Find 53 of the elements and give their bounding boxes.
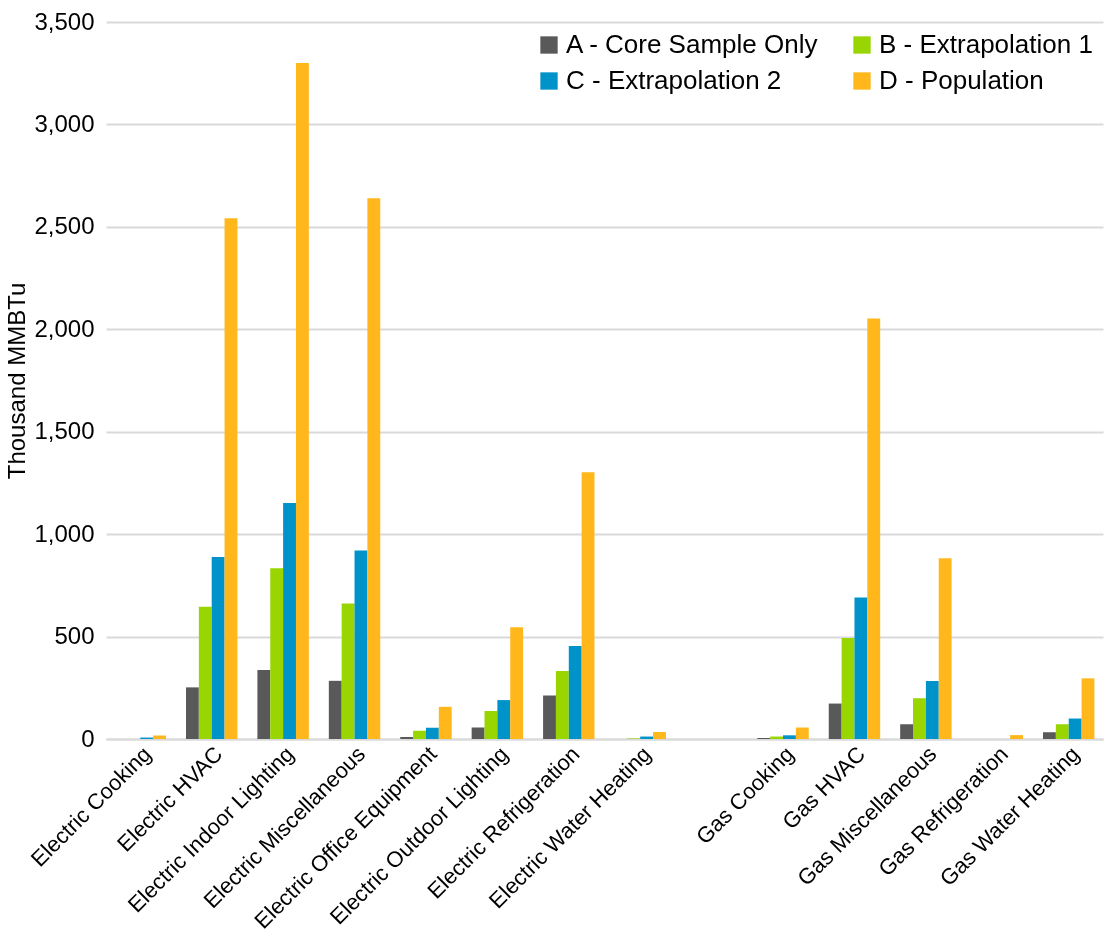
bar bbox=[867, 318, 881, 739]
bar bbox=[555, 670, 569, 739]
bar bbox=[828, 703, 842, 739]
y-axis-title: Thousand MMBTu bbox=[3, 282, 31, 480]
bar bbox=[425, 727, 439, 739]
bar bbox=[484, 710, 498, 739]
bar bbox=[841, 638, 855, 739]
bar bbox=[913, 698, 926, 739]
bar bbox=[497, 700, 511, 739]
bar bbox=[283, 503, 296, 739]
bar bbox=[400, 736, 414, 739]
bar bbox=[295, 62, 309, 739]
bar bbox=[1010, 735, 1024, 739]
bar bbox=[543, 695, 556, 739]
bar bbox=[1081, 678, 1095, 739]
legend-label: C - Extrapolation 2 bbox=[566, 65, 782, 95]
bar bbox=[925, 681, 939, 739]
bar bbox=[653, 732, 666, 739]
y-tick-label: 500 bbox=[54, 622, 95, 650]
bar bbox=[257, 669, 271, 739]
bar bbox=[354, 550, 368, 739]
legend-label: B - Extrapolation 1 bbox=[879, 29, 1093, 59]
bar bbox=[185, 687, 199, 739]
legend-label: D - Population bbox=[879, 65, 1044, 95]
bar bbox=[471, 727, 485, 739]
bar bbox=[341, 603, 355, 739]
bar bbox=[1055, 724, 1069, 739]
bar bbox=[510, 627, 524, 739]
bar bbox=[783, 735, 796, 739]
bar bbox=[198, 606, 212, 739]
bar bbox=[270, 568, 284, 739]
bar bbox=[568, 645, 582, 739]
bar bbox=[211, 557, 225, 739]
bar bbox=[328, 680, 342, 739]
bar bbox=[795, 727, 809, 739]
bar bbox=[367, 198, 381, 739]
bar bbox=[854, 597, 868, 739]
bar bbox=[938, 558, 952, 739]
bar bbox=[1068, 718, 1082, 739]
y-tick-label: 2,500 bbox=[34, 212, 95, 240]
bar bbox=[1043, 732, 1056, 739]
bar bbox=[224, 218, 238, 739]
y-tick-label: 1,000 bbox=[34, 519, 95, 547]
bar bbox=[581, 472, 595, 739]
bar bbox=[413, 730, 426, 739]
y-tick-label: 2,000 bbox=[34, 314, 95, 342]
y-tick-label: 1,500 bbox=[34, 417, 95, 445]
bar bbox=[438, 706, 452, 739]
bar bbox=[900, 724, 914, 739]
y-tick-label: 3,000 bbox=[34, 109, 95, 137]
y-tick-label: 0 bbox=[81, 724, 95, 752]
y-tick-label: 3,500 bbox=[34, 7, 95, 35]
legend-label: A - Core Sample Only bbox=[566, 29, 818, 59]
